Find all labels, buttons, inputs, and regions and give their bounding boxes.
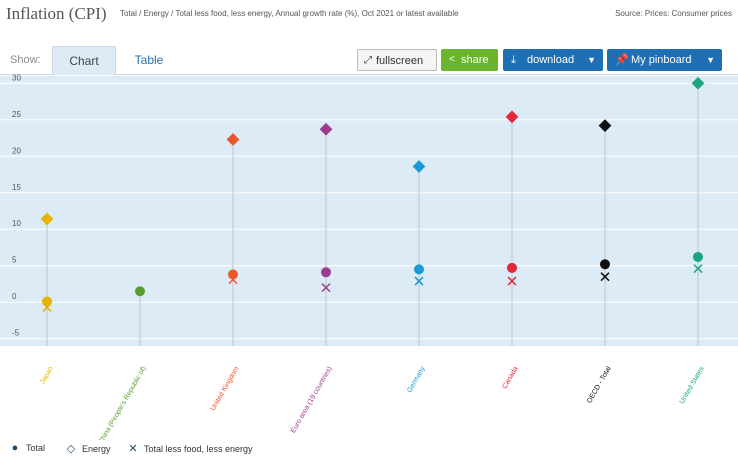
- x-tick-label: Euro area (19 countries): [290, 366, 334, 435]
- legend-item-energy[interactable]: ◇ Energy: [64, 442, 111, 455]
- legend-label-energy: Energy: [82, 444, 111, 454]
- pinboard-button[interactable]: 📌 My pinboard ▼: [607, 49, 722, 71]
- point-total: [414, 264, 424, 275]
- tab-table[interactable]: Table: [134, 53, 164, 67]
- pin-icon: 📌: [615, 54, 629, 66]
- point-core: [600, 272, 610, 282]
- legend-item-core[interactable]: ✕ Total less food, less energy: [126, 442, 253, 455]
- pinboard-label: My pinboard: [631, 54, 692, 66]
- download-label: download: [527, 54, 575, 66]
- point-energy: [40, 212, 54, 226]
- x-tick-label: Germany: [406, 365, 427, 394]
- toolbar: Show: Chart Table ⤢ fullscreen < share ⤓…: [0, 44, 738, 75]
- share-icon: <: [449, 54, 455, 65]
- point-core: [693, 264, 703, 274]
- caret-down-icon: ▼: [587, 55, 596, 65]
- legend-item-total[interactable]: ● Total: [8, 442, 45, 454]
- cross-icon: ✕: [128, 443, 138, 455]
- y-tick-label: 20: [12, 146, 21, 155]
- point-energy: [319, 122, 333, 136]
- point-total: [42, 296, 52, 307]
- show-label: Show:: [10, 54, 41, 66]
- point-core: [507, 276, 517, 286]
- y-tick-label: -5: [12, 329, 20, 338]
- x-tick-label: OECD - Total: [586, 365, 613, 404]
- point-core: [414, 276, 424, 286]
- chart: -5 0 5 10 15 20 25 30 Japan China (People's Repub…: [0, 74, 738, 440]
- chart-header: Inflation (CPI) Total / Energy / Total l…: [6, 4, 732, 26]
- point-core: [321, 283, 331, 293]
- diamond-icon: ◇: [66, 443, 76, 455]
- point-total: [600, 259, 610, 270]
- fullscreen-button[interactable]: ⤢ fullscreen: [357, 49, 437, 71]
- point-total: [507, 262, 517, 273]
- circle-icon: ●: [11, 442, 19, 454]
- expand-icon: ⤢: [364, 55, 372, 66]
- chart-subtitle: Total / Energy / Total less food, less e…: [120, 9, 459, 18]
- point-core: [228, 275, 238, 285]
- share-button[interactable]: < share: [441, 49, 498, 71]
- x-tick-label: United States: [679, 365, 706, 405]
- x-tick-label: Japan: [39, 365, 55, 385]
- download-button[interactable]: ⤓ download ▼: [503, 49, 603, 71]
- share-label: share: [461, 54, 489, 66]
- y-tick-label: 25: [12, 110, 21, 119]
- y-tick-label: 10: [12, 219, 21, 228]
- tab-chart[interactable]: Chart: [52, 46, 116, 75]
- legend-label-core: Total less food, less energy: [144, 444, 253, 454]
- caret-down-icon: ▼: [706, 55, 715, 65]
- point-total: [135, 286, 145, 297]
- download-icon: ⤓: [511, 54, 516, 66]
- point-total: [321, 267, 331, 278]
- fullscreen-label: fullscreen: [376, 55, 424, 67]
- page-title: Inflation (CPI): [6, 4, 107, 23]
- y-tick-label: 5: [12, 256, 17, 265]
- point-core: [42, 302, 52, 312]
- point-total: [693, 251, 703, 262]
- source-link[interactable]: Source: Prices: Consumer prices: [615, 9, 732, 18]
- x-tick-label: Canada: [501, 365, 519, 390]
- plot-area: [0, 76, 738, 346]
- x-tick-label: United Kingdom: [210, 365, 241, 412]
- legend-label-total: Total: [26, 443, 46, 453]
- y-tick-label: 0: [12, 292, 17, 301]
- x-tick-label: China (People's Republic of): [97, 366, 147, 441]
- point-energy: [412, 160, 426, 173]
- y-tick-label: 30: [12, 74, 21, 82]
- y-tick-label: 15: [12, 183, 21, 192]
- point-total: [228, 269, 238, 280]
